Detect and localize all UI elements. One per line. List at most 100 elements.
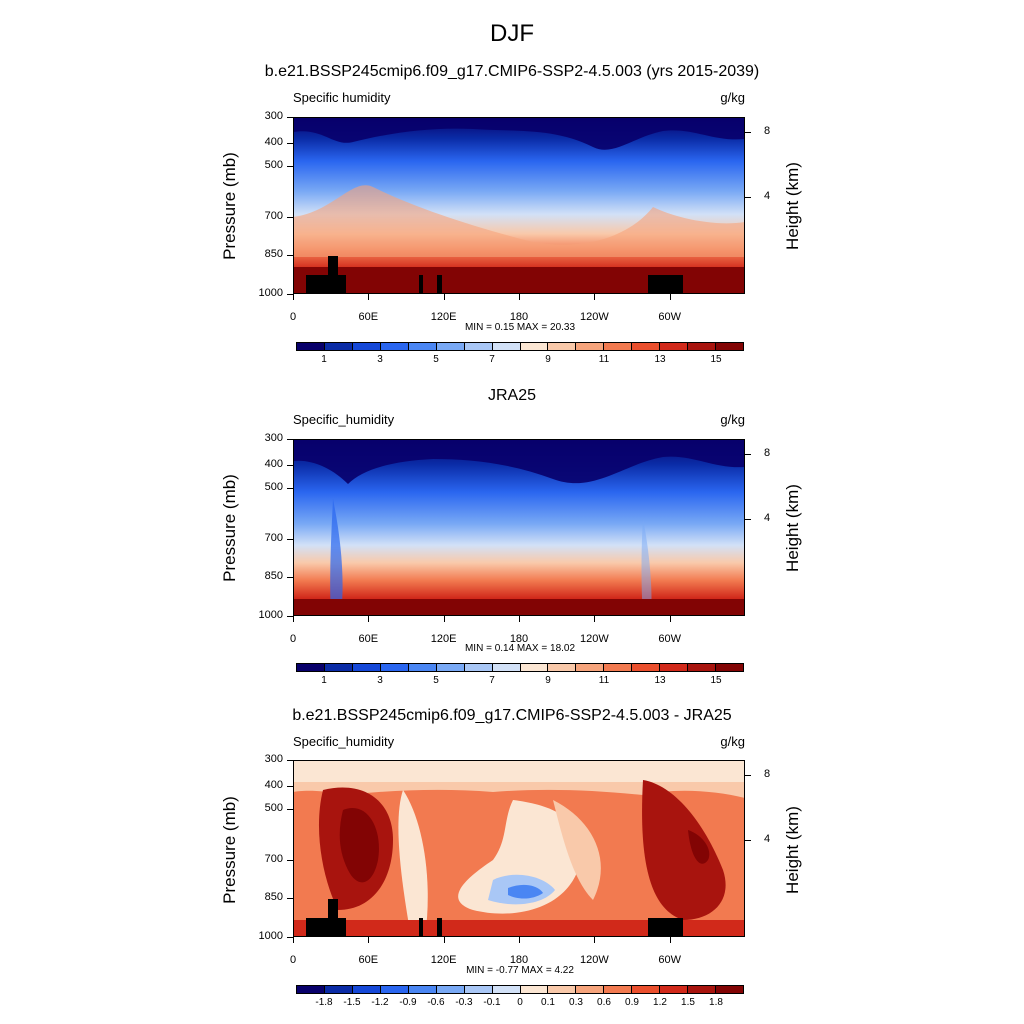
- panel-3-variable-label: Specific_humidity: [293, 734, 395, 749]
- x-tick-label: 60W: [658, 633, 681, 645]
- panel-1-unit-label: g/kg: [720, 90, 745, 105]
- x-tick-mark: [368, 937, 370, 943]
- x-tick-label: 120E: [430, 633, 457, 645]
- colorbar-tick-label: 5: [433, 354, 439, 365]
- colorbar-tick-label: 1.5: [681, 997, 695, 1008]
- panel-3-ylabel-right: Height (km): [783, 806, 802, 894]
- colorbar-tick-label: 0: [517, 997, 523, 1008]
- y-tick-label: 1000: [258, 930, 283, 942]
- colorbar-tick-label: 0.6: [597, 997, 611, 1008]
- y-right-tick-label: 4: [764, 832, 771, 845]
- colorbar-tick-label: 7: [489, 354, 495, 365]
- y-tick-mark: [287, 117, 293, 118]
- y-tick-label: 700: [264, 210, 283, 222]
- colorbar-swatch: [324, 664, 353, 671]
- colorbar-tick-label: 13: [654, 354, 666, 365]
- x-tick-mark: [293, 616, 294, 622]
- y-tick-label: 1000: [258, 609, 283, 621]
- x-tick-mark: [519, 616, 520, 622]
- colorbar-tick-label: 0.1: [541, 997, 555, 1008]
- colorbar-swatch: [604, 343, 633, 350]
- y-tick-mark: [287, 785, 293, 787]
- x-tick-label: 120E: [430, 311, 457, 323]
- panel-2-ylabel-right: Height (km): [783, 484, 802, 572]
- colorbar-tick-label: 1: [321, 354, 327, 365]
- colorbar-swatch: [660, 343, 689, 350]
- y-tick-mark: [287, 937, 293, 938]
- y-tick-label: 700: [264, 853, 283, 865]
- x-tick-label: 0: [289, 311, 297, 323]
- colorbar-swatch: [297, 343, 325, 350]
- colorbar-swatch: [520, 986, 549, 993]
- colorbar-swatch: [380, 343, 409, 350]
- colorbar-swatch: [324, 343, 353, 350]
- colorbar-swatch: [604, 664, 633, 671]
- colorbar-swatch: [660, 986, 689, 993]
- colorbar-tick-label: 9: [545, 354, 551, 365]
- x-tick-label: 0: [289, 954, 297, 966]
- panel-1-heatmap: [293, 117, 745, 294]
- y-right-tick-mark: [745, 196, 751, 198]
- colorbar-swatch: [660, 664, 689, 671]
- colorbar-swatch: [436, 986, 465, 993]
- colorbar-tick-label: -0.1: [483, 997, 501, 1008]
- colorbar-swatch: [688, 343, 717, 350]
- y-tick-label: 300: [264, 110, 283, 122]
- x-tick-mark: [293, 937, 294, 943]
- y-tick-label: 1000: [258, 287, 283, 299]
- colorbar-tick-label: 0.9: [625, 997, 639, 1008]
- x-tick-label: 60E: [358, 954, 379, 966]
- colorbar-swatch: [352, 986, 381, 993]
- colorbar-tick-label: -0.9: [399, 997, 417, 1008]
- colorbar-swatch: [408, 343, 437, 350]
- colorbar-swatch: [632, 664, 661, 671]
- y-right-tick-mark: [745, 132, 751, 134]
- colorbar-swatch: [604, 986, 633, 993]
- colorbar-tick-label: 5: [433, 675, 439, 686]
- x-tick-label: 180: [509, 311, 529, 323]
- y-tick-mark: [287, 255, 293, 257]
- colorbar-swatch: [352, 664, 381, 671]
- panel-2-heatmap: [293, 439, 745, 616]
- x-tick-mark: [443, 294, 445, 300]
- colorbar-swatch: [632, 986, 661, 993]
- y-tick-mark: [287, 860, 293, 861]
- panel-3-plot: [293, 760, 745, 937]
- colorbar-swatch: [688, 986, 717, 993]
- colorbar-tick-label: 13: [654, 675, 666, 686]
- y-tick-label: 400: [264, 457, 283, 470]
- x-tick-mark: [669, 294, 671, 300]
- colorbar-tick-label: 1: [321, 675, 327, 686]
- colorbar-tick-label: 15: [710, 354, 722, 365]
- x-tick-label: 60W: [658, 311, 681, 323]
- panel-1-title: b.e21.BSSP245cmip6.f09_g17.CMIP6-SSP2-4.…: [264, 63, 760, 80]
- panel-1-ylabel: Pressure (mb): [220, 152, 239, 260]
- y-tick-label: 300: [264, 753, 283, 765]
- panel-2-ylabel: Pressure (mb): [220, 474, 239, 582]
- colorbar-tick-label: 15: [710, 675, 722, 686]
- x-tick-label: 120W: [579, 311, 609, 323]
- colorbar-swatch: [576, 343, 605, 350]
- panel-3-minmax: MIN = -0.77 MAX = 4.22: [466, 965, 574, 976]
- x-tick-label: 180: [509, 954, 529, 966]
- y-right-tick-label: 8: [764, 125, 771, 138]
- colorbar-tick-label: -1.2: [371, 997, 389, 1008]
- y-right-tick-label: 8: [764, 768, 771, 781]
- colorbar-swatch: [408, 664, 437, 671]
- colorbar-tick-label: -0.3: [455, 997, 473, 1008]
- y-tick-label: 300: [264, 432, 283, 444]
- y-tick-mark: [287, 166, 293, 168]
- colorbar-swatch: [297, 986, 325, 993]
- colorbar-tick-label: -0.6: [427, 997, 445, 1008]
- y-tick-mark: [287, 760, 293, 761]
- colorbar-swatch: [492, 343, 521, 350]
- x-tick-mark: [594, 294, 596, 300]
- x-tick-mark: [368, 294, 370, 300]
- panel-2-title: JRA25: [487, 387, 537, 404]
- colorbar-swatch: [436, 664, 465, 671]
- x-tick-label: 60E: [358, 311, 379, 323]
- y-tick-label: 400: [264, 778, 283, 791]
- colorbar-swatch: [324, 986, 353, 993]
- colorbar-swatch: [380, 664, 409, 671]
- colorbar-swatch: [716, 664, 743, 671]
